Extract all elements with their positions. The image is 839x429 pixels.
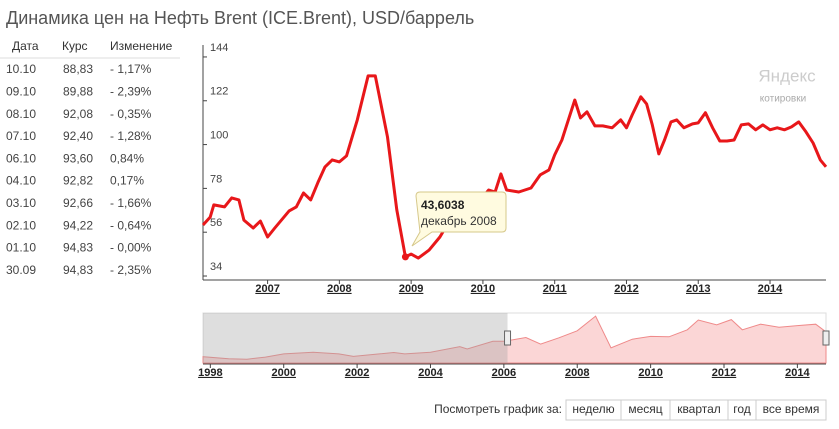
change-cell: - 0,35% — [110, 107, 152, 121]
date-cell: 01.10 — [6, 241, 36, 255]
date-cell: 08.10 — [6, 107, 36, 121]
date-cell: 02.10 — [6, 218, 36, 232]
price-line — [201, 74, 828, 260]
range-button-label: все время — [763, 402, 820, 416]
date-cell: 09.10 — [6, 84, 36, 98]
nav-x-tick-label: 2008 — [565, 367, 589, 379]
rate-cell: 92,08 — [63, 107, 93, 121]
highlight-point — [401, 253, 409, 261]
change-cell: 0,17% — [110, 174, 144, 188]
x-tick-label: 2007 — [255, 283, 279, 295]
logo: Яндекс — [758, 66, 816, 85]
rate-cell: 94,22 — [63, 218, 93, 232]
y-tick-label: 122 — [210, 86, 228, 98]
navigator: 1998 2000 2002 2004 2006 2008 2010 2012 2014 — [198, 312, 830, 379]
change-cell: - 2,35% — [110, 263, 152, 277]
range-handle — [822, 330, 830, 346]
y-tick-label: 34 — [210, 261, 222, 273]
change-cell: - 1,28% — [110, 129, 152, 143]
range-button-label: квартал — [677, 402, 721, 416]
rate-cell: 88,83 — [63, 62, 93, 76]
title: Динамика цен на Нефть Brent (ICE.Brent),… — [6, 8, 474, 28]
x-tick-label: 2012 — [614, 283, 638, 295]
change-cell: - 0,64% — [110, 218, 152, 232]
change-cell: - 1,66% — [110, 196, 152, 210]
nav-x-tick-label: 1998 — [198, 367, 222, 379]
main-chart: 34 56 78 100 122 144 2007 2008 2009 2010 2011 2012 2… — [201, 42, 828, 295]
y-tick-label: 56 — [210, 217, 222, 229]
range-handle — [504, 330, 512, 346]
range-button-label: месяц — [628, 402, 662, 416]
date-cell: 03.10 — [6, 196, 36, 210]
range-button[interactable] — [755, 399, 827, 421]
nav-x-tick-label: 2006 — [492, 367, 516, 379]
x-tick-label: 2013 — [686, 283, 710, 295]
y-tick-label: 100 — [210, 129, 228, 141]
column-header: Курс — [62, 39, 88, 53]
date-cell: 06.10 — [6, 151, 36, 165]
change-cell: 0,84% — [110, 151, 144, 165]
rate-cell: 93,60 — [63, 151, 93, 165]
range-button-label: неделю — [572, 402, 614, 416]
nav-x-tick-label: 2000 — [271, 367, 295, 379]
x-tick-label: 2010 — [471, 283, 495, 295]
logo-subtitle: котировки — [760, 94, 806, 105]
range-button-label: год — [733, 402, 751, 416]
date-cell: 04.10 — [6, 174, 36, 188]
nav-x-tick-label: 2002 — [345, 367, 369, 379]
rate-cell: 92,40 — [63, 129, 93, 143]
change-cell: - 2,39% — [110, 84, 152, 98]
column-header: Изменение — [110, 39, 173, 53]
tooltip-box — [411, 191, 507, 247]
y-tick-label: 144 — [210, 42, 228, 54]
x-tick-label: 2008 — [327, 283, 351, 295]
rate-cell: 94,83 — [63, 241, 93, 255]
x-tick-label: 2009 — [399, 283, 423, 295]
nav-x-tick-label: 2010 — [638, 367, 662, 379]
controls-label: Посмотреть график за: — [434, 402, 562, 416]
column-header: Дата — [12, 39, 39, 53]
nav-x-tick-label: 2014 — [785, 367, 810, 379]
x-tick-label: 2014 — [758, 283, 783, 295]
nav-x-tick-label: 2012 — [712, 367, 736, 379]
tooltip-value: 43,6038 — [421, 198, 465, 212]
rate-cell: 92,66 — [63, 196, 93, 210]
navigator-area — [202, 315, 827, 364]
rate-cell: 89,88 — [63, 84, 93, 98]
y-tick-label: 78 — [210, 173, 222, 185]
date-cell: 10.10 — [6, 62, 36, 76]
change-cell: - 1,17% — [110, 62, 152, 76]
nav-x-tick-label: 2004 — [418, 367, 443, 379]
x-tick-label: 2011 — [543, 283, 567, 295]
tooltip: 43,6038 декабрь 2008 — [411, 191, 507, 247]
navigator-mask — [203, 313, 508, 363]
change-cell: - 0,00% — [110, 241, 152, 255]
date-cell: 07.10 — [6, 129, 36, 143]
date-cell: 30.09 — [6, 263, 36, 277]
rate-cell: 92,82 — [63, 174, 93, 188]
tooltip-date: декабрь 2008 — [421, 214, 497, 228]
rate-cell: 94,83 — [63, 263, 93, 277]
